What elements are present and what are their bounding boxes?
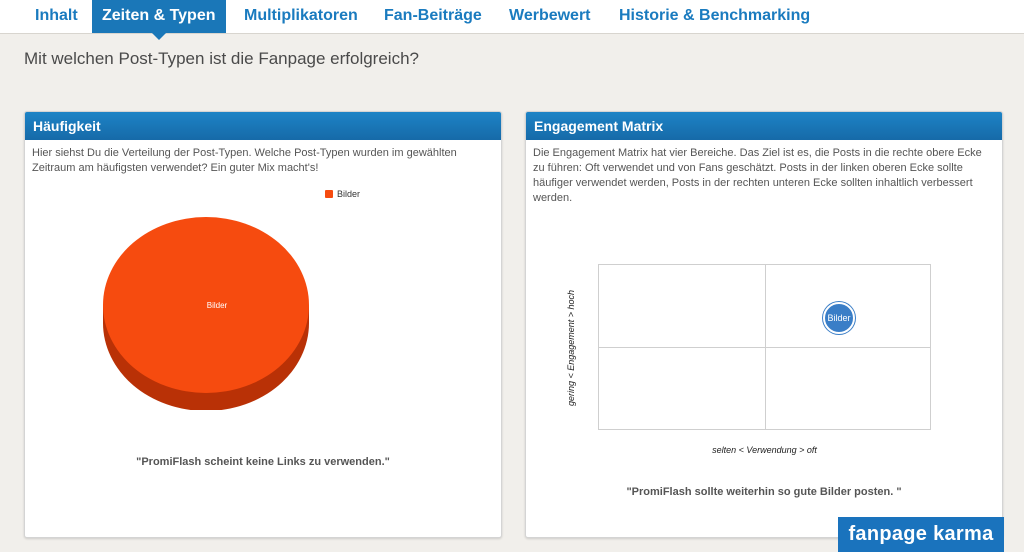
matrix-x-axis-label: selten < Verwendung > oft — [712, 445, 817, 455]
page-question: Mit welchen Post-Typen ist die Fanpage e… — [24, 49, 419, 68]
fanpage-karma-logo[interactable]: fanpage karma — [838, 517, 1004, 552]
engagement-matrix: Bilder — [598, 264, 931, 430]
matrix-y-axis-text: gering < Engagement > hoch — [566, 289, 576, 407]
matrix-bubble-bilder[interactable]: Bilder — [823, 302, 855, 334]
pie-slice-bilder — [103, 217, 309, 393]
frequency-panel: Häufigkeit Hier siehst Du die Verteilung… — [24, 111, 502, 538]
tab-multiplikatoren[interactable]: Multiplikatoren — [244, 7, 358, 24]
frequency-quote: "PromiFlash scheint keine Links zu verwe… — [136, 456, 390, 468]
frequency-panel-description: Hier siehst Du die Verteilung der Post-T… — [32, 147, 457, 174]
matrix-panel: Engagement Matrix Die Engagement Matrix … — [525, 111, 1003, 538]
matrix-panel-description: Die Engagement Matrix hat vier Bereiche.… — [533, 147, 982, 204]
legend-label-bilder: Bilder — [337, 189, 361, 199]
matrix-panel-title: Engagement Matrix — [526, 112, 1002, 140]
tab-bar: Inhalt Zeiten & Typen Multiplikatoren Fa… — [0, 0, 1024, 40]
tab-historie-benchmarking[interactable]: Historie & Benchmarking — [619, 7, 811, 24]
pie-legend: Bilder — [325, 189, 360, 199]
tab-werbewert[interactable]: Werbewert — [509, 7, 591, 24]
tab-inhalt[interactable]: Inhalt — [35, 7, 78, 24]
pie-slice-label-bilder: Bilder — [207, 301, 228, 310]
pie-chart: Bilder — [103, 217, 309, 410]
tab-fan-beitraege[interactable]: Fan-Beiträge — [384, 7, 482, 24]
frequency-panel-title: Häufigkeit — [25, 112, 501, 140]
matrix-horizontal-divider — [599, 347, 930, 348]
matrix-quote: "PromiFlash sollte weiterhin so gute Bil… — [626, 486, 902, 498]
tab-zeiten-typen[interactable]: Zeiten & Typen — [92, 0, 226, 40]
legend-swatch-bilder — [325, 190, 333, 198]
